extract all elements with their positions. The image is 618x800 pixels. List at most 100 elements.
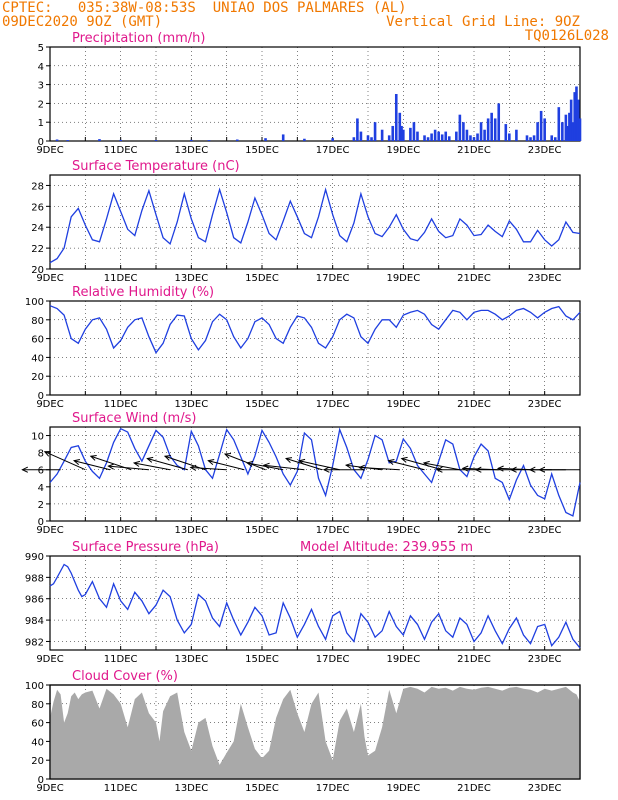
precip-bar [391,125,395,141]
precip-bar [553,137,557,141]
x-tick-label: 13DEC [174,783,208,794]
panel-frame [49,46,581,142]
wind-vector-head [262,462,270,469]
x-tick-label: 21DEC [457,525,491,536]
precip-bar [550,135,554,141]
x-tick-label: 17DEC [316,145,350,156]
y-tick-label: 4 [38,62,44,73]
x-tick-label: 17DEC [316,399,350,410]
header-code: TQ0126L028 [524,28,609,44]
precip-bar [380,129,384,141]
precip-bar [543,118,546,141]
y-tick-label: 0 [38,137,44,148]
panel-frame [49,300,581,396]
y-tick-label: 0 [38,775,44,786]
wind-vector-head [344,462,352,469]
y-tick-label: 80 [31,316,44,327]
wind-vector-head [163,455,171,461]
x-tick-label: 11DEC [104,783,138,794]
x-tick-label: 23DEC [528,783,562,794]
y-tick-label: 26 [31,202,44,213]
x-tick-label: 23DEC [528,145,562,156]
wind-vector-head [387,459,395,465]
x-tick-label: 19DEC [386,525,420,536]
x-tick-label: 19DEC [386,145,420,156]
y-tick-label: 0 [38,517,44,528]
precip-bar [472,137,476,141]
cloud-area [50,686,580,779]
wind-vector [190,466,227,471]
precip-bar [561,122,564,141]
panel-title: Surface Temperature (nC) [72,159,240,174]
precip-bar [437,131,440,141]
y-tick-label: 24 [31,223,44,234]
precip-bar [98,139,101,141]
y-tick-label: 40 [31,353,44,364]
x-tick-label: 21DEC [457,399,491,410]
wind-vector-head [43,451,51,457]
precip-bar [566,125,569,141]
x-tick-label: 21DEC [457,145,491,156]
y-tick-label: 28 [31,181,44,192]
x-tick-label: 21DEC [457,783,491,794]
x-tick-label: 15DEC [245,525,279,536]
y-tick-label: 4 [38,483,44,494]
precip-bar [578,118,582,141]
wind-vector [44,451,86,471]
x-tick-label: 15DEC [245,783,279,794]
x-tick-label: 19DEC [386,399,420,410]
precip-bar [504,124,508,141]
wind-vector [401,457,443,471]
y-tick-label: 100 [25,297,44,308]
wind-vector-head [285,457,293,463]
precip-bar [235,139,239,141]
panel-frame [49,684,581,780]
panel-title: Surface Wind (m/s) [72,411,196,426]
y-tick-label: 40 [31,737,44,748]
wind-vector [108,465,149,471]
wind-vector [388,460,425,471]
wind-vector-head [246,460,254,467]
precip-bar [525,135,529,141]
precip-bar [447,136,451,141]
precip-bar [119,139,122,141]
header-title: CPTEC: 035:38W-08:53S UNIAO DOS PALMARES… [2,0,407,16]
series-line [49,563,581,649]
wind-vector-head [322,466,330,473]
series-line [49,427,581,517]
precip-bar [532,135,536,141]
y-tick-label: 6 [38,466,44,477]
panel-title: Surface Pressure (hPa) [72,540,219,555]
precip-bar [412,122,416,141]
wind-vector [423,462,460,471]
precip-bar [387,135,391,141]
x-tick-label: 19DEC [386,273,420,284]
precip-bar [575,86,578,141]
wind-vector [147,457,188,471]
x-tick-label: 11DEC [104,654,138,665]
wind-vector-head [189,464,197,471]
wind-vector-head [146,456,154,463]
wind-vector-head [538,466,546,473]
x-tick-label: 9DEC [36,145,63,156]
precip-bar [398,112,402,141]
y-tick-label: 2 [38,99,44,110]
x-tick-label: 23DEC [528,273,562,284]
precip-bar [458,114,462,141]
wind-vector-head [358,464,365,471]
wind-vector [299,460,340,471]
series-line [49,187,581,264]
x-tick-label: 9DEC [36,525,63,536]
precip-bar [55,139,59,141]
precip-bar [66,140,69,141]
y-tick-label: 988 [25,573,44,584]
x-tick-label: 13DEC [174,654,208,665]
precip-bar [352,137,356,141]
y-tick-label: 10 [31,432,44,443]
wind-vector [73,460,111,471]
precip-bar [564,114,568,141]
x-tick-label: 19DEC [386,654,420,665]
precip-bar [366,135,370,141]
precip-bar [154,140,158,141]
